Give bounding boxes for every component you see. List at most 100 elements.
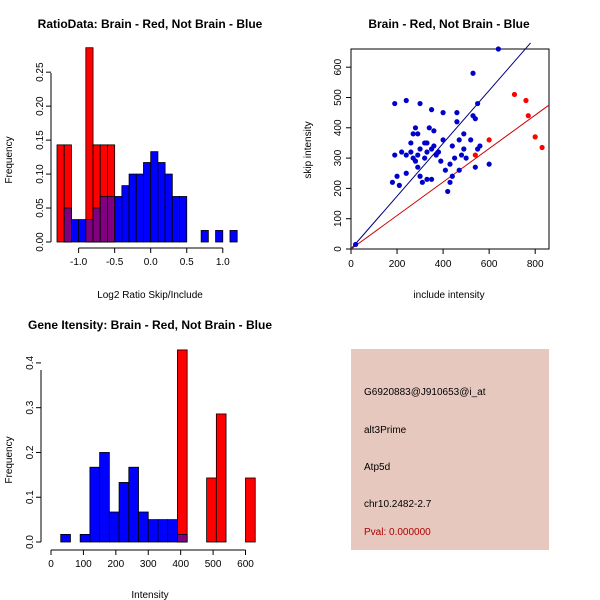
ratio-brain-bar	[56, 144, 65, 243]
not-brain-point	[389, 179, 396, 185]
intensity-not-brain-bar	[89, 466, 101, 543]
intensity-not-brain-bar	[60, 533, 71, 543]
ratio-y-tick-label: 0.00	[35, 232, 46, 252]
not-brain-point	[463, 155, 469, 161]
intensity-y-tick-label: 0.2	[25, 445, 36, 459]
intensity-y-tick-label: 0.3	[25, 400, 36, 414]
intensity-brain-bar	[245, 477, 256, 543]
ratio-overlap-bar	[85, 219, 94, 243]
scatter-y-tick-label: 0	[333, 246, 344, 252]
ratio-not-brain-bar	[150, 151, 159, 243]
not-brain-point	[447, 179, 453, 185]
not-brain-point	[353, 241, 359, 248]
p-value: Pval: 0.000000	[364, 527, 431, 538]
ratio-x-tick-label: 0.5	[180, 257, 194, 268]
brain-point	[511, 91, 518, 98]
not-brain-point	[449, 143, 455, 149]
not-brain-point	[440, 137, 446, 143]
intensity-x-tick-label: 100	[75, 559, 92, 570]
ratio-y-ticks: 0.00 0.05 0.10 0.15 0.20 0.25	[35, 62, 51, 252]
brain-point	[486, 137, 492, 143]
scatter-x-tick-label: 0	[348, 259, 354, 270]
brain-point	[472, 152, 478, 158]
intensity-y-tick-label: 0.4	[25, 356, 36, 370]
not-brain-point	[431, 143, 437, 149]
not-brain-point	[435, 149, 442, 155]
probe-id: G6920883@J910653@i_at	[364, 387, 486, 398]
not-brain-point	[424, 140, 430, 146]
not-brain-point	[399, 149, 405, 155]
intensity-brain-bar	[215, 413, 227, 543]
ratio-not-brain-bar	[135, 173, 144, 243]
not-brain-point	[422, 155, 428, 161]
not-brain-point	[428, 176, 435, 182]
genomic-location: chr10.2482-2.7	[364, 499, 432, 510]
intensity-x-ticks: 0 100 200 300 400 500 600	[48, 550, 254, 570]
ratio-x-ticks: -1.0 -0.5 0.0 0.5 1.0	[70, 248, 230, 268]
not-brain-point	[412, 125, 419, 131]
not-brain-point	[419, 179, 425, 185]
scatter-points	[353, 46, 545, 248]
not-brain-point	[417, 173, 423, 179]
scatter-y-tick-label: 400	[333, 119, 344, 136]
intensity-brain-bar	[177, 349, 188, 543]
not-brain-point	[417, 100, 423, 107]
ratio-not-brain-bar	[121, 185, 130, 243]
not-brain-point	[461, 131, 467, 137]
scatter-y-tick-label: 500	[333, 89, 344, 106]
intensity-not-brain-bar	[138, 511, 149, 543]
scatter-y-ticks: 0 100 200 300 400 500 600	[333, 58, 351, 252]
not-brain-point	[440, 110, 446, 116]
not-brain-point	[468, 137, 474, 143]
not-brain-point	[424, 149, 430, 155]
gene-symbol: Atp5d	[364, 462, 391, 473]
not-brain-point	[495, 46, 501, 52]
scatter-x-tick-label: 400	[435, 259, 452, 270]
not-brain-point	[424, 176, 430, 182]
ratio-y-tick-label: 0.05	[35, 198, 46, 218]
not-brain-trend-line	[350, 42, 531, 250]
scatter-y-tick-label: 100	[333, 210, 344, 227]
brain-point	[539, 144, 545, 151]
intensity-not-brain-bar	[108, 511, 120, 543]
intensity-y-ticks: 0.0 0.1 0.2 0.3 0.4	[25, 356, 41, 549]
intensity-not-brain-bar	[99, 452, 110, 543]
ratio-x-label: Log2 Ratio Skip/Include	[97, 290, 203, 301]
not-brain-point	[408, 149, 414, 155]
scatter-x-tick-label: 600	[481, 259, 498, 270]
ratio-histogram-panel: RatioData: Brain - Red, Not Brain - Blue…	[4, 17, 263, 301]
ratio-not-brain-bar	[164, 173, 173, 243]
ratio-y-tick-label: 0.20	[35, 96, 46, 116]
intensity-overlap-bars	[177, 533, 188, 543]
not-brain-point	[392, 152, 398, 158]
intensity-histogram-panel: Gene Itensity: Brain - Red, Not Brain - …	[4, 318, 272, 600]
not-brain-point	[403, 152, 409, 158]
not-brain-point	[412, 158, 419, 164]
intensity-y-label: Frequency	[4, 436, 15, 483]
ratio-overlap-bar	[99, 196, 108, 243]
not-brain-point	[461, 146, 467, 152]
scatter-plot-box	[350, 48, 550, 250]
not-brain-point	[415, 131, 421, 137]
intensity-y-tick-label: 0.1	[25, 490, 36, 504]
not-brain-point	[472, 164, 478, 170]
not-brain-point	[428, 107, 435, 113]
ratio-not-brain-bar	[78, 219, 87, 243]
not-brain-point	[392, 100, 398, 107]
not-brain-point	[426, 125, 432, 131]
ratio-x-tick-label: 0.0	[144, 257, 158, 268]
intensity-not-brain-bar	[79, 533, 91, 543]
ratio-not-brain-bar	[157, 162, 166, 243]
ratio-brain-bar	[85, 47, 94, 243]
scatter-y-tick-label: 600	[333, 58, 344, 75]
intensity-not-brain-bar	[147, 519, 159, 543]
intensity-y-tick-label: 0.0	[25, 535, 36, 549]
intensity-not-brain-bar	[128, 466, 139, 543]
ratio-overlap-bar	[107, 196, 116, 243]
brain-point	[525, 113, 531, 119]
ratio-x-tick-label: -1.0	[70, 257, 88, 268]
intensity-chart-title: Gene Itensity: Brain - Red, Not Brain - …	[28, 318, 272, 332]
ratio-y-tick-label: 0.25	[35, 62, 46, 82]
